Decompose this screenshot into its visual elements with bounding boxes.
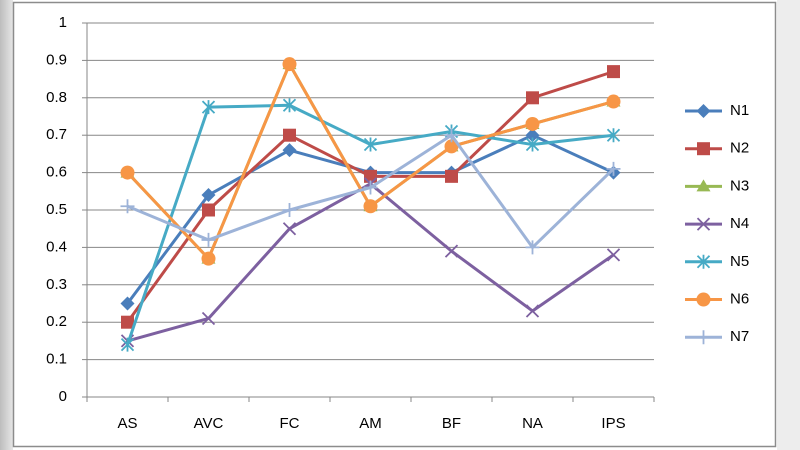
series bbox=[120, 98, 621, 352]
marker bbox=[282, 143, 297, 158]
marker bbox=[201, 232, 216, 247]
side-strip bbox=[777, 0, 800, 450]
marker bbox=[282, 57, 297, 72]
marker bbox=[202, 203, 215, 217]
marker bbox=[282, 98, 297, 113]
marker bbox=[607, 65, 620, 79]
y-tick-label: 0.4 bbox=[46, 238, 67, 255]
marker bbox=[696, 217, 711, 231]
marker bbox=[201, 100, 216, 115]
marker bbox=[201, 188, 216, 203]
marker bbox=[696, 330, 711, 345]
x-tick-label: BF bbox=[442, 415, 461, 432]
series bbox=[120, 57, 621, 266]
y-tick-label: 0.9 bbox=[46, 51, 67, 68]
marker bbox=[525, 137, 540, 152]
marker bbox=[121, 315, 134, 329]
y-tick-label: 0 bbox=[59, 388, 67, 405]
marker bbox=[283, 128, 296, 142]
legend-label: N6 bbox=[730, 290, 749, 307]
marker bbox=[606, 128, 621, 143]
marker bbox=[363, 137, 378, 152]
y-tick-label: 0.3 bbox=[46, 276, 67, 293]
legend-label: N1 bbox=[730, 102, 749, 119]
series bbox=[121, 65, 620, 329]
marker bbox=[606, 248, 621, 262]
x-tick-label: AM bbox=[359, 415, 382, 432]
marker bbox=[120, 165, 135, 180]
marker bbox=[696, 254, 711, 269]
marker bbox=[120, 337, 135, 352]
marker bbox=[201, 251, 216, 266]
y-tick-label: 0.1 bbox=[46, 351, 67, 368]
marker bbox=[697, 142, 710, 156]
marker bbox=[525, 128, 540, 143]
marker bbox=[696, 292, 711, 307]
marker bbox=[363, 199, 378, 214]
marker bbox=[606, 161, 621, 176]
series bbox=[120, 128, 621, 255]
marker bbox=[525, 116, 540, 131]
marker bbox=[444, 139, 459, 154]
legend-label: N5 bbox=[730, 253, 749, 270]
marker bbox=[525, 240, 540, 255]
legend-label: N3 bbox=[730, 177, 749, 194]
marker bbox=[606, 94, 621, 109]
legend-label: N7 bbox=[730, 328, 749, 345]
marker bbox=[444, 128, 459, 143]
side-strip bbox=[0, 0, 13, 450]
legend-label: N2 bbox=[730, 140, 749, 157]
marker bbox=[120, 296, 135, 311]
y-tick-label: 1 bbox=[59, 14, 67, 31]
marker bbox=[526, 91, 539, 105]
marker bbox=[201, 311, 216, 326]
marker bbox=[282, 222, 297, 236]
marker bbox=[120, 199, 135, 214]
legend-label: N4 bbox=[730, 215, 749, 232]
marker bbox=[444, 244, 459, 258]
x-tick-label: NA bbox=[522, 415, 543, 432]
y-tick-label: 0.2 bbox=[46, 313, 67, 330]
y-tick-label: 0.7 bbox=[46, 126, 67, 143]
y-tick-label: 0.6 bbox=[46, 164, 67, 181]
marker bbox=[445, 169, 458, 183]
x-tick-label: IPS bbox=[601, 415, 625, 432]
marker bbox=[525, 304, 540, 318]
y-tick-label: 0.8 bbox=[46, 89, 67, 106]
x-tick-label: AS bbox=[117, 415, 137, 432]
y-tick-label: 0.5 bbox=[46, 201, 67, 218]
chart-frame bbox=[12, 1, 777, 448]
marker bbox=[696, 179, 711, 192]
x-tick-label: AVC bbox=[194, 415, 224, 432]
marker bbox=[282, 203, 297, 217]
marker bbox=[363, 180, 378, 195]
x-tick-label: FC bbox=[280, 415, 300, 432]
marker bbox=[696, 104, 711, 118]
